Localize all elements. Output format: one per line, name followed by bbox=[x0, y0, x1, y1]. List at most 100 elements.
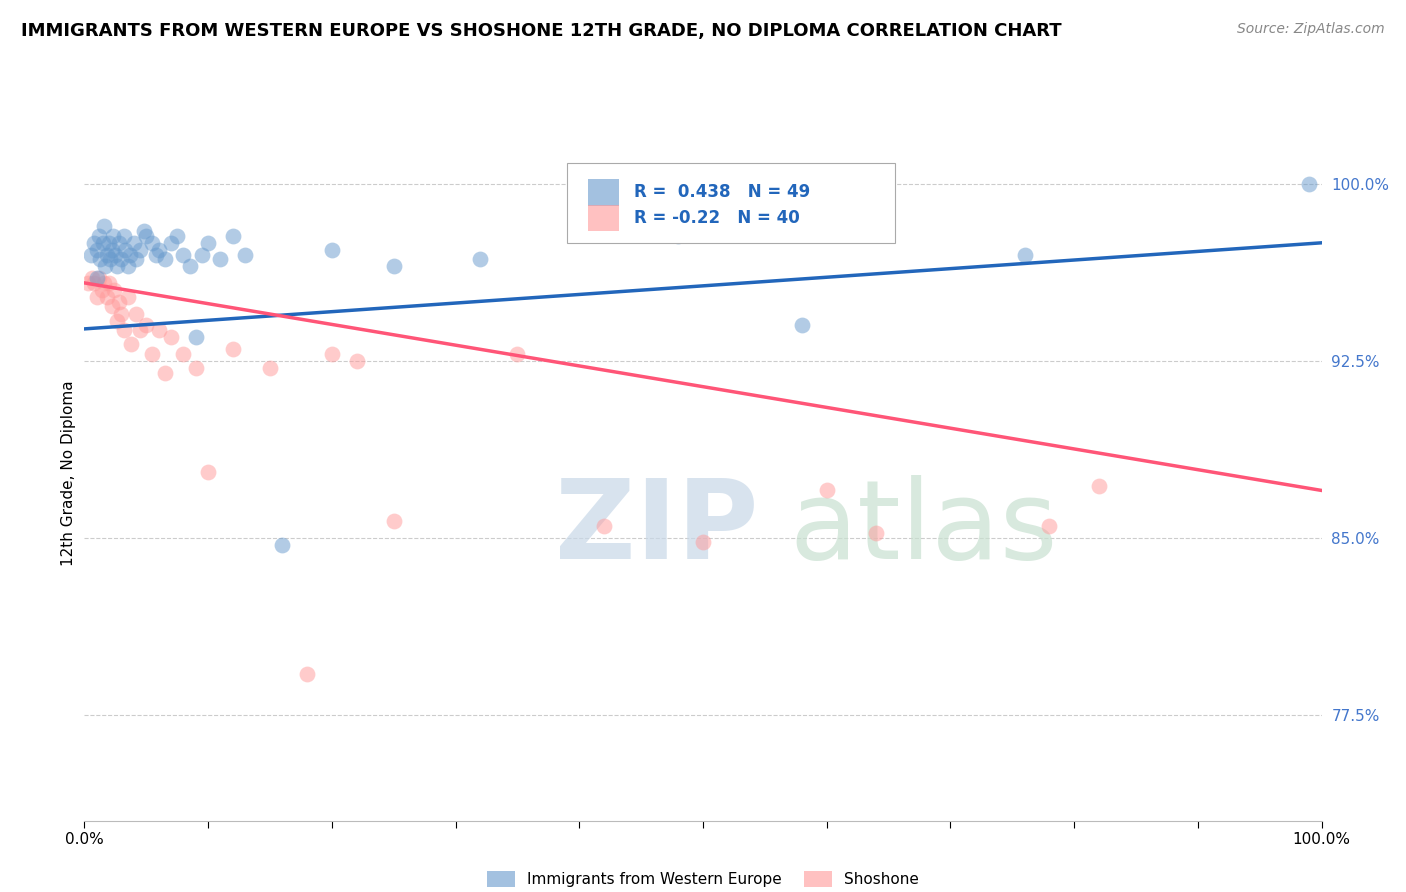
Point bbox=[98, 252, 121, 267]
Point bbox=[141, 235, 163, 250]
Point bbox=[103, 283, 125, 297]
Point bbox=[790, 318, 813, 333]
Point bbox=[135, 228, 157, 243]
Point bbox=[120, 337, 142, 351]
Point bbox=[122, 235, 145, 250]
Point bbox=[129, 323, 152, 337]
Point bbox=[692, 535, 714, 549]
FancyBboxPatch shape bbox=[567, 163, 894, 244]
Point bbox=[166, 228, 188, 243]
Point bbox=[112, 323, 135, 337]
Point bbox=[86, 243, 108, 257]
Point bbox=[105, 260, 128, 274]
Point bbox=[100, 300, 122, 314]
Text: IMMIGRANTS FROM WESTERN EUROPE VS SHOSHONE 12TH GRADE, NO DIPLOMA CORRELATION CH: IMMIGRANTS FROM WESTERN EUROPE VS SHOSHO… bbox=[21, 22, 1062, 40]
Point bbox=[666, 228, 689, 243]
Point bbox=[172, 247, 194, 261]
Point bbox=[120, 247, 142, 261]
Point bbox=[90, 283, 112, 297]
Point bbox=[1014, 247, 1036, 261]
Point bbox=[233, 247, 256, 261]
Point bbox=[80, 271, 103, 285]
Point bbox=[77, 276, 100, 290]
Point bbox=[153, 252, 176, 267]
Point bbox=[91, 235, 114, 250]
Point bbox=[108, 294, 131, 309]
Point bbox=[86, 290, 108, 304]
Point bbox=[89, 228, 111, 243]
Y-axis label: 12th Grade, No Diploma: 12th Grade, No Diploma bbox=[60, 380, 76, 566]
Point bbox=[135, 318, 157, 333]
Point bbox=[593, 518, 616, 533]
Point bbox=[89, 252, 111, 267]
Point bbox=[96, 247, 118, 261]
Point bbox=[382, 260, 405, 274]
Point bbox=[83, 235, 105, 250]
Point bbox=[346, 353, 368, 368]
Point bbox=[321, 346, 343, 360]
Point bbox=[209, 252, 232, 267]
Point bbox=[83, 276, 105, 290]
Text: R = -0.22   N = 40: R = -0.22 N = 40 bbox=[634, 209, 800, 227]
Text: R =  0.438   N = 49: R = 0.438 N = 49 bbox=[634, 184, 810, 202]
Point bbox=[148, 323, 170, 337]
Point bbox=[222, 228, 245, 243]
Point bbox=[1298, 177, 1320, 191]
Point bbox=[222, 342, 245, 356]
Point bbox=[295, 667, 318, 681]
Point bbox=[117, 260, 139, 274]
Point bbox=[259, 360, 281, 375]
Point bbox=[1038, 518, 1060, 533]
Point bbox=[129, 243, 152, 257]
Point bbox=[108, 235, 131, 250]
Point bbox=[470, 252, 492, 267]
Point bbox=[105, 313, 128, 327]
Point bbox=[321, 243, 343, 257]
Point bbox=[184, 330, 207, 344]
Point bbox=[100, 243, 122, 257]
Point bbox=[110, 252, 132, 267]
Point bbox=[94, 260, 117, 274]
Point bbox=[271, 538, 294, 552]
Point bbox=[110, 307, 132, 321]
FancyBboxPatch shape bbox=[588, 205, 619, 231]
Point bbox=[145, 247, 167, 261]
Point bbox=[98, 276, 121, 290]
Point bbox=[93, 219, 115, 234]
Point bbox=[117, 290, 139, 304]
Point bbox=[79, 247, 101, 261]
Point bbox=[865, 525, 887, 540]
Point bbox=[382, 514, 405, 528]
Point bbox=[132, 224, 155, 238]
Point bbox=[148, 243, 170, 257]
Point bbox=[197, 235, 219, 250]
Point bbox=[125, 307, 148, 321]
Point bbox=[114, 243, 136, 257]
Point bbox=[96, 290, 118, 304]
FancyBboxPatch shape bbox=[588, 179, 619, 205]
Point bbox=[93, 276, 115, 290]
Point bbox=[101, 228, 124, 243]
Point bbox=[172, 346, 194, 360]
Point bbox=[160, 330, 183, 344]
Point bbox=[86, 271, 108, 285]
Point bbox=[815, 483, 838, 498]
Text: ZIP: ZIP bbox=[554, 475, 758, 582]
Point bbox=[160, 235, 183, 250]
Text: Source: ZipAtlas.com: Source: ZipAtlas.com bbox=[1237, 22, 1385, 37]
Point bbox=[179, 260, 201, 274]
Point bbox=[191, 247, 214, 261]
Text: atlas: atlas bbox=[790, 475, 1059, 582]
Point bbox=[197, 465, 219, 479]
Point bbox=[184, 360, 207, 375]
Point bbox=[1088, 479, 1111, 493]
Legend: Immigrants from Western Europe, Shoshone: Immigrants from Western Europe, Shoshone bbox=[481, 865, 925, 892]
Point bbox=[141, 346, 163, 360]
Point bbox=[89, 271, 111, 285]
Point bbox=[112, 228, 135, 243]
Point bbox=[125, 252, 148, 267]
Point bbox=[104, 247, 127, 261]
Point bbox=[506, 346, 529, 360]
Point bbox=[98, 235, 121, 250]
Point bbox=[153, 366, 176, 380]
